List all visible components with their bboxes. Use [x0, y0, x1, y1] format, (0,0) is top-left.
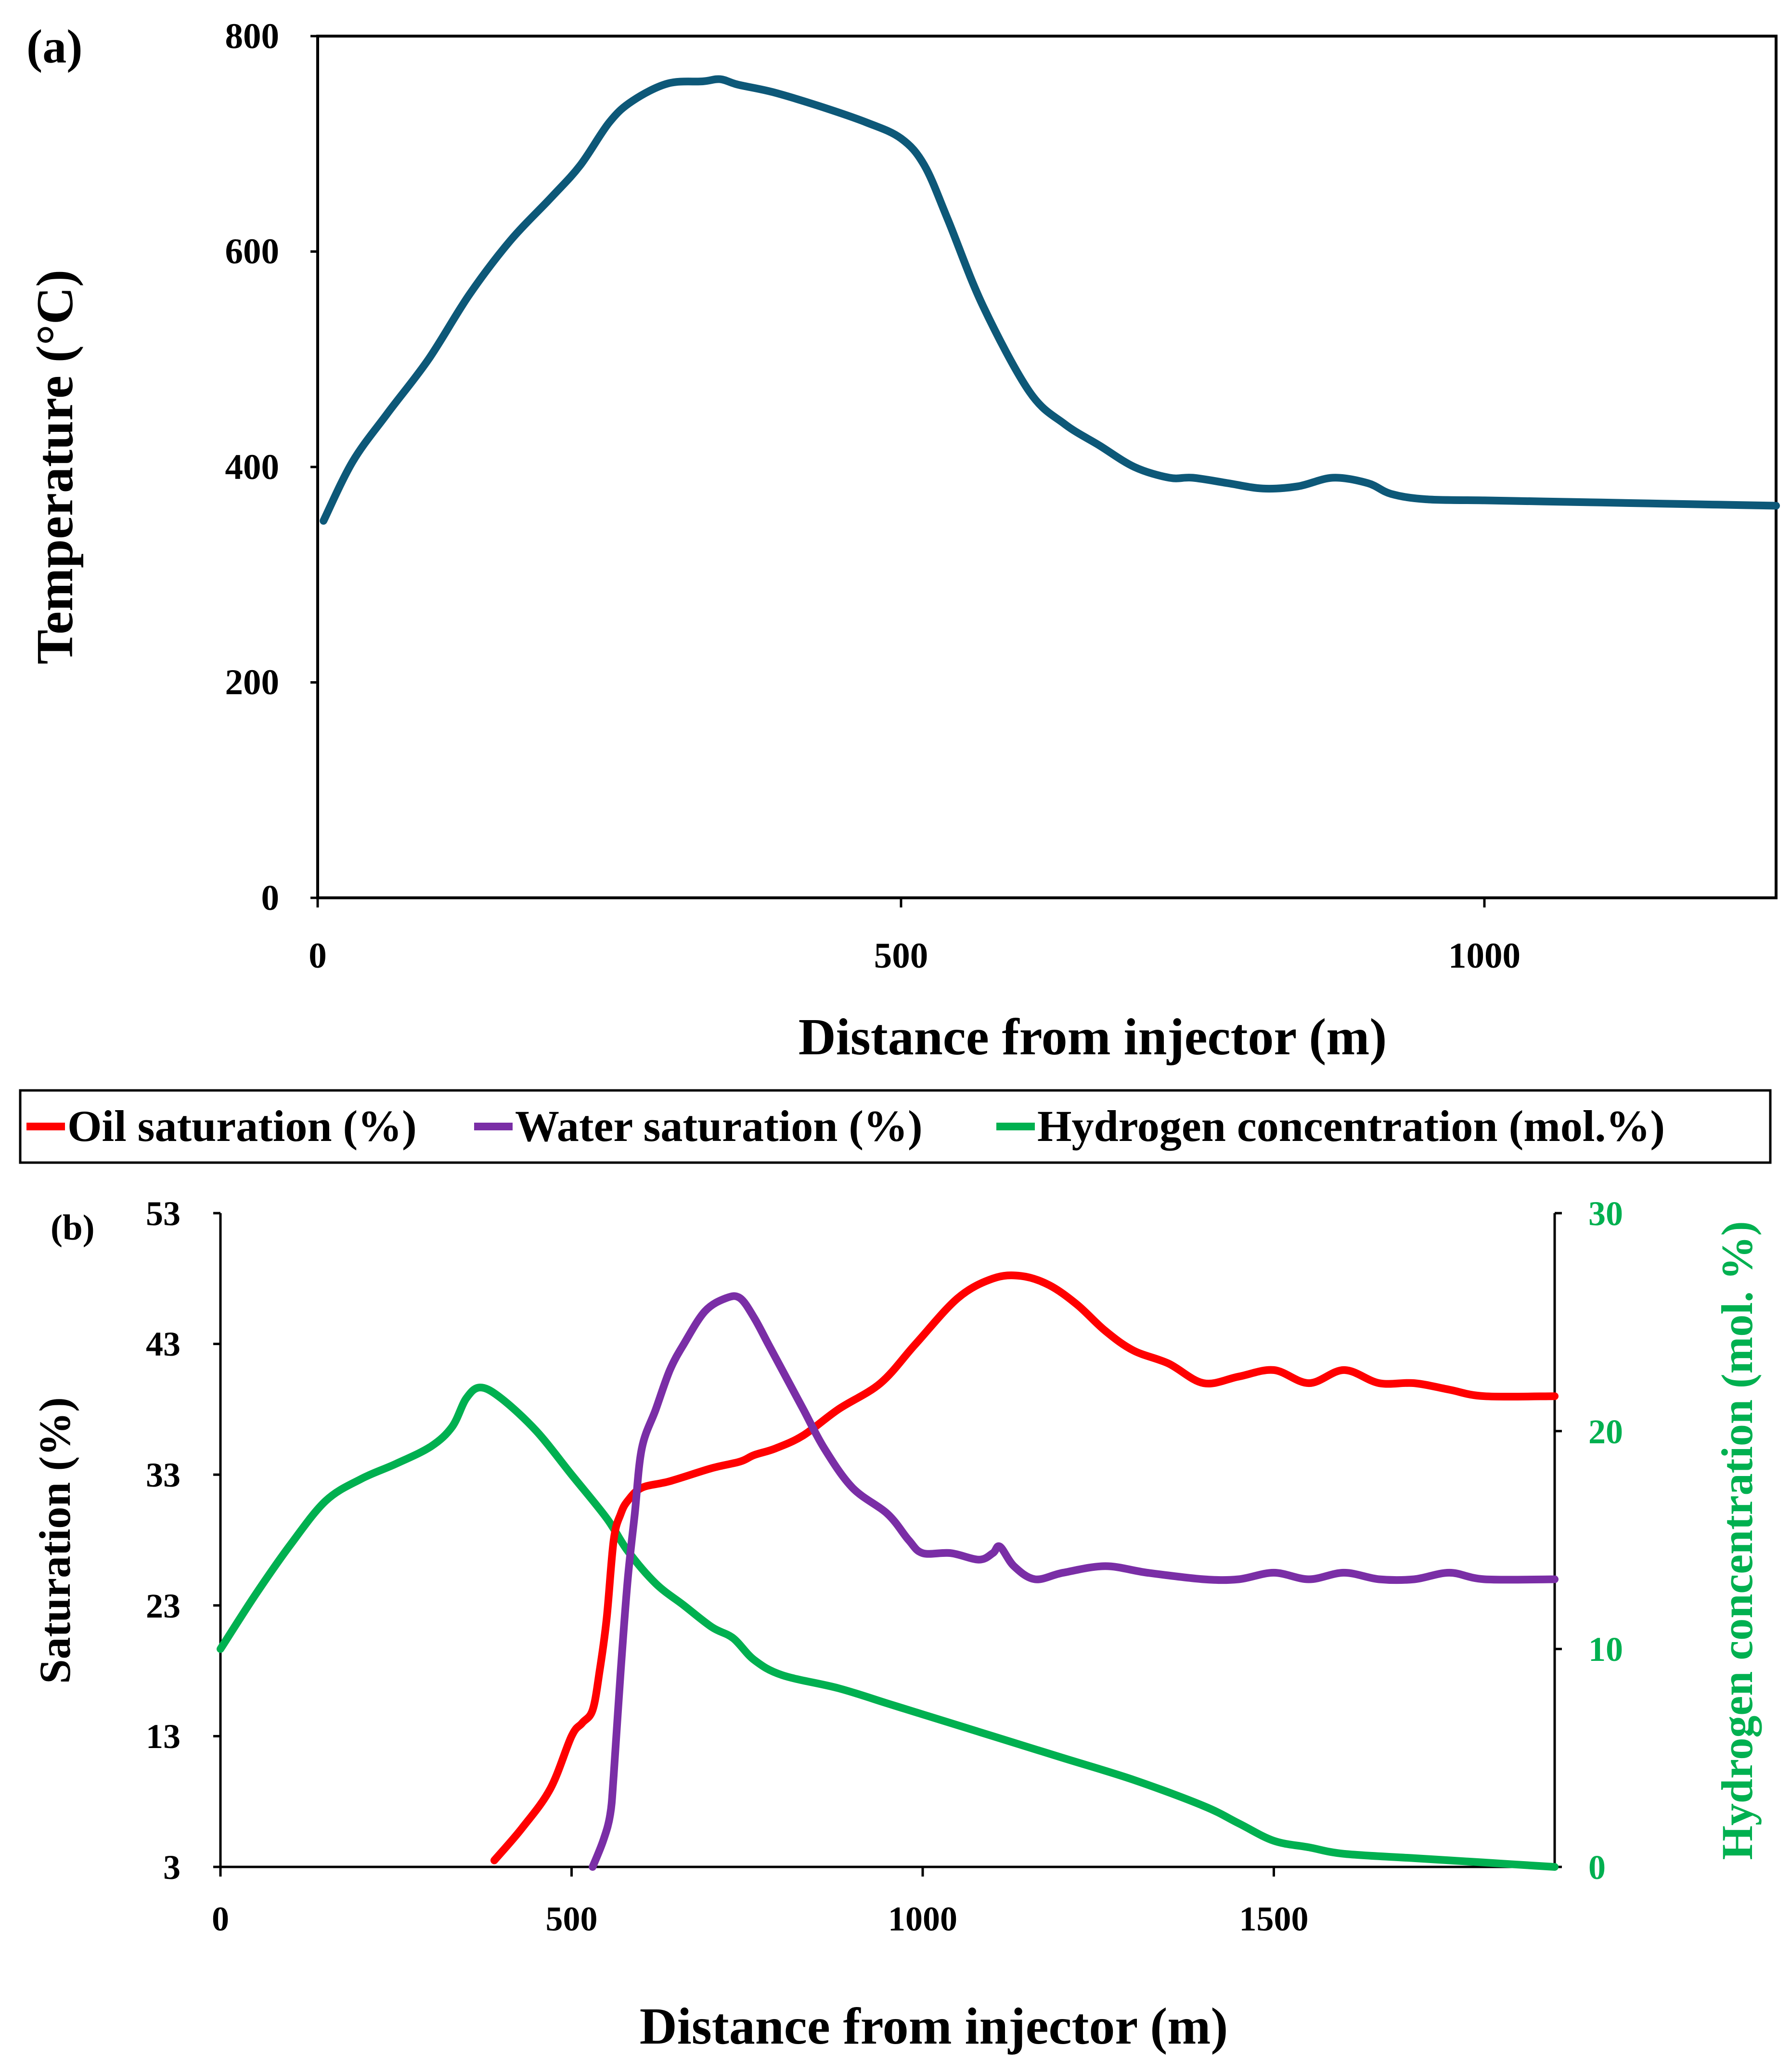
panel-a-plot-area [316, 35, 1778, 899]
panel-a: (a) 800 600 400 200 0 0 500 1000 Tempera… [26, 16, 1780, 1066]
panel-b-y2-tick-label: 20 [1588, 1412, 1623, 1451]
panel-b-y-tick-label: 43 [146, 1325, 180, 1363]
panel-b-y2-tick-label: 10 [1588, 1630, 1623, 1669]
panel-b-label: (b) [51, 1208, 95, 1248]
panel-b-x-axis-label: Distance from injector (m) [640, 1998, 1228, 2055]
panel-b-x-ticks: 0 500 1000 1500 [212, 1867, 1309, 1938]
panel-b-y2-tick-label: 0 [1588, 1848, 1606, 1887]
panel-b-x-tick-label: 1500 [1239, 1900, 1309, 1938]
panel-a-x-tick-label: 0 [309, 936, 327, 976]
hydrogen-line [217, 1384, 1559, 1871]
panel-b-y-tick-label: 13 [146, 1717, 180, 1756]
water-saturation-line [589, 1292, 1559, 1871]
panel-b: (b) 53 43 33 23 13 3 30 20 10 0 [30, 1194, 1762, 2055]
panel-a-x-tick-label: 500 [874, 936, 928, 976]
panel-b-x-tick-label: 0 [212, 1900, 229, 1938]
panel-b-y-tick-label: 33 [146, 1456, 180, 1494]
panel-a-y-tick-label: 0 [261, 878, 280, 918]
legend-label-water: Water saturation (%) [515, 1101, 923, 1151]
panel-a-x-ticks: 0 500 1000 [309, 898, 1520, 976]
panel-b-y-tick-label: 3 [163, 1848, 180, 1887]
panel-a-x-tick-label: 1000 [1448, 936, 1520, 976]
panel-a-y-tick-label: 600 [225, 232, 280, 272]
panel-b-y-tick-label: 53 [146, 1194, 180, 1233]
panel-a-y-tick-label: 800 [225, 16, 280, 56]
panel-b-x-tick-label: 500 [546, 1900, 598, 1938]
panel-a-label: (a) [26, 20, 83, 73]
panel-a-y-tick-label: 200 [225, 662, 280, 702]
panel-a-x-axis-label: Distance from injector (m) [799, 1009, 1387, 1066]
legend-box [19, 1089, 1772, 1164]
legend-label-hydrogen: Hydrogen concentration (mol.%) [1037, 1101, 1665, 1151]
panel-b-y-axis-label: Saturation (%) [30, 1397, 79, 1684]
legend: Oil saturation (%) Water saturation (%) … [19, 1089, 1772, 1164]
panel-a-y-ticks: 800 600 400 200 0 [225, 16, 318, 918]
panel-b-y2-tick-label: 30 [1588, 1194, 1623, 1233]
panel-b-y-tick-label: 23 [146, 1587, 180, 1625]
panel-b-right-ticks: 30 20 10 0 [1555, 1194, 1623, 1887]
panel-b-left-ticks: 53 43 33 23 13 3 [146, 1194, 220, 1887]
legend-label-oil: Oil saturation (%) [67, 1101, 417, 1151]
panel-a-y-tick-label: 400 [225, 447, 280, 487]
panel-a-y-axis-label: Temperature (°C) [26, 270, 84, 664]
oil-saturation-line [490, 1271, 1559, 1865]
temperature-line [320, 75, 1780, 525]
panel-b-x-tick-label: 1000 [888, 1900, 957, 1938]
panel-b-y2-axis-label: Hydrogen concentration (mol. %) [1713, 1221, 1762, 1860]
